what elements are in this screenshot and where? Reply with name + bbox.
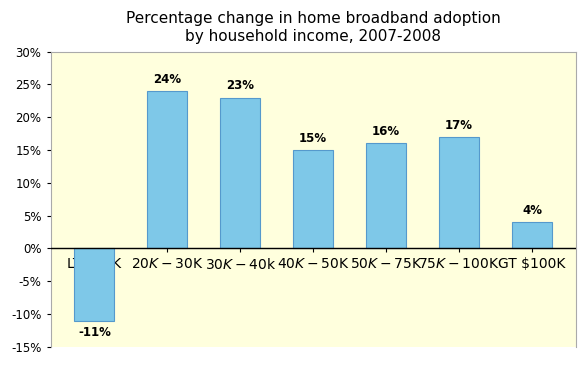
Title: Percentage change in home broadband adoption
by household income, 2007-2008: Percentage change in home broadband adop… (126, 11, 501, 44)
Bar (366, 143, 406, 249)
Text: 23%: 23% (226, 79, 254, 92)
Text: 24%: 24% (153, 73, 181, 86)
Bar (512, 222, 552, 249)
Bar (439, 137, 479, 249)
Bar (147, 91, 187, 249)
Text: 16%: 16% (372, 125, 400, 138)
Bar (293, 150, 333, 249)
Text: 17%: 17% (445, 119, 473, 132)
Bar (75, 249, 114, 321)
Text: -11%: -11% (78, 326, 111, 339)
Text: 15%: 15% (299, 132, 328, 145)
Bar (220, 98, 261, 249)
Text: 4%: 4% (522, 204, 542, 217)
